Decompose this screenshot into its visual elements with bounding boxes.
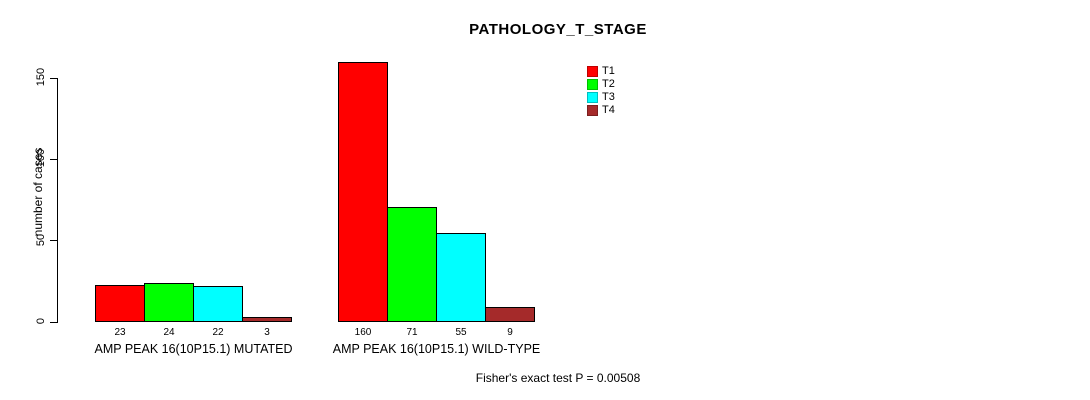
- y-axis-line: [57, 78, 58, 323]
- y-tick-label: 50: [35, 233, 47, 246]
- y-tick-mark: [50, 240, 57, 242]
- legend: T1 T2 T3 T4: [587, 65, 615, 117]
- bar-value-label: 55: [455, 327, 467, 338]
- y-tick-label: 0: [35, 317, 47, 325]
- legend-swatch-t3: [587, 92, 598, 103]
- bar-t1-group1: [95, 285, 145, 322]
- bar-t2-group1: [144, 283, 194, 322]
- y-tick-mark: [50, 77, 57, 79]
- bar-value-label: 9: [507, 327, 513, 338]
- legend-swatch-t4: [587, 105, 598, 116]
- bar-value-label: 71: [406, 327, 418, 338]
- bar-t4-group1: [242, 317, 292, 322]
- legend-label-t4: T4: [602, 104, 615, 116]
- y-tick-label: 100: [35, 149, 47, 168]
- category-label-group1: AMP PEAK 16(10P15.1) MUTATED: [94, 342, 293, 356]
- legend-label-t2: T2: [602, 78, 615, 90]
- legend-swatch-t1: [587, 66, 598, 77]
- bar-t4-group2: [485, 307, 535, 322]
- legend-row-t4: T4: [587, 104, 615, 117]
- bar-t2-group2: [387, 207, 437, 322]
- legend-swatch-t2: [587, 79, 598, 90]
- legend-row-t1: T1: [587, 65, 615, 78]
- y-tick-mark: [50, 321, 57, 323]
- category-label-group2: AMP PEAK 16(10P15.1) WILD-TYPE: [332, 342, 541, 356]
- chart-title: PATHOLOGY_T_STAGE: [469, 21, 647, 38]
- annotation-fisher-test: Fisher's exact test P = 0.00508: [475, 371, 641, 385]
- bar-t1-group2: [338, 62, 388, 322]
- bar-value-label: 23: [114, 327, 126, 338]
- y-tick-mark: [50, 158, 57, 160]
- bar-value-label: 3: [264, 327, 270, 338]
- bar-t3-group2: [436, 233, 486, 322]
- bar-t3-group1: [193, 286, 243, 322]
- legend-row-t3: T3: [587, 91, 615, 104]
- bar-value-label: 24: [163, 327, 175, 338]
- bar-value-label: 22: [212, 327, 224, 338]
- legend-label-t3: T3: [602, 91, 615, 103]
- y-tick-label: 150: [35, 67, 47, 87]
- legend-row-t2: T2: [587, 78, 615, 91]
- bar-value-label: 160: [354, 327, 372, 338]
- legend-label-t1: T1: [602, 65, 615, 77]
